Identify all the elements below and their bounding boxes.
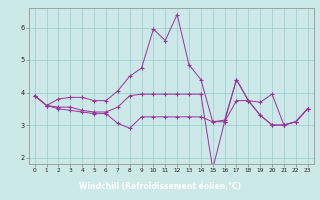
Text: Windchill (Refroidissement éolien,°C): Windchill (Refroidissement éolien,°C) bbox=[79, 182, 241, 191]
